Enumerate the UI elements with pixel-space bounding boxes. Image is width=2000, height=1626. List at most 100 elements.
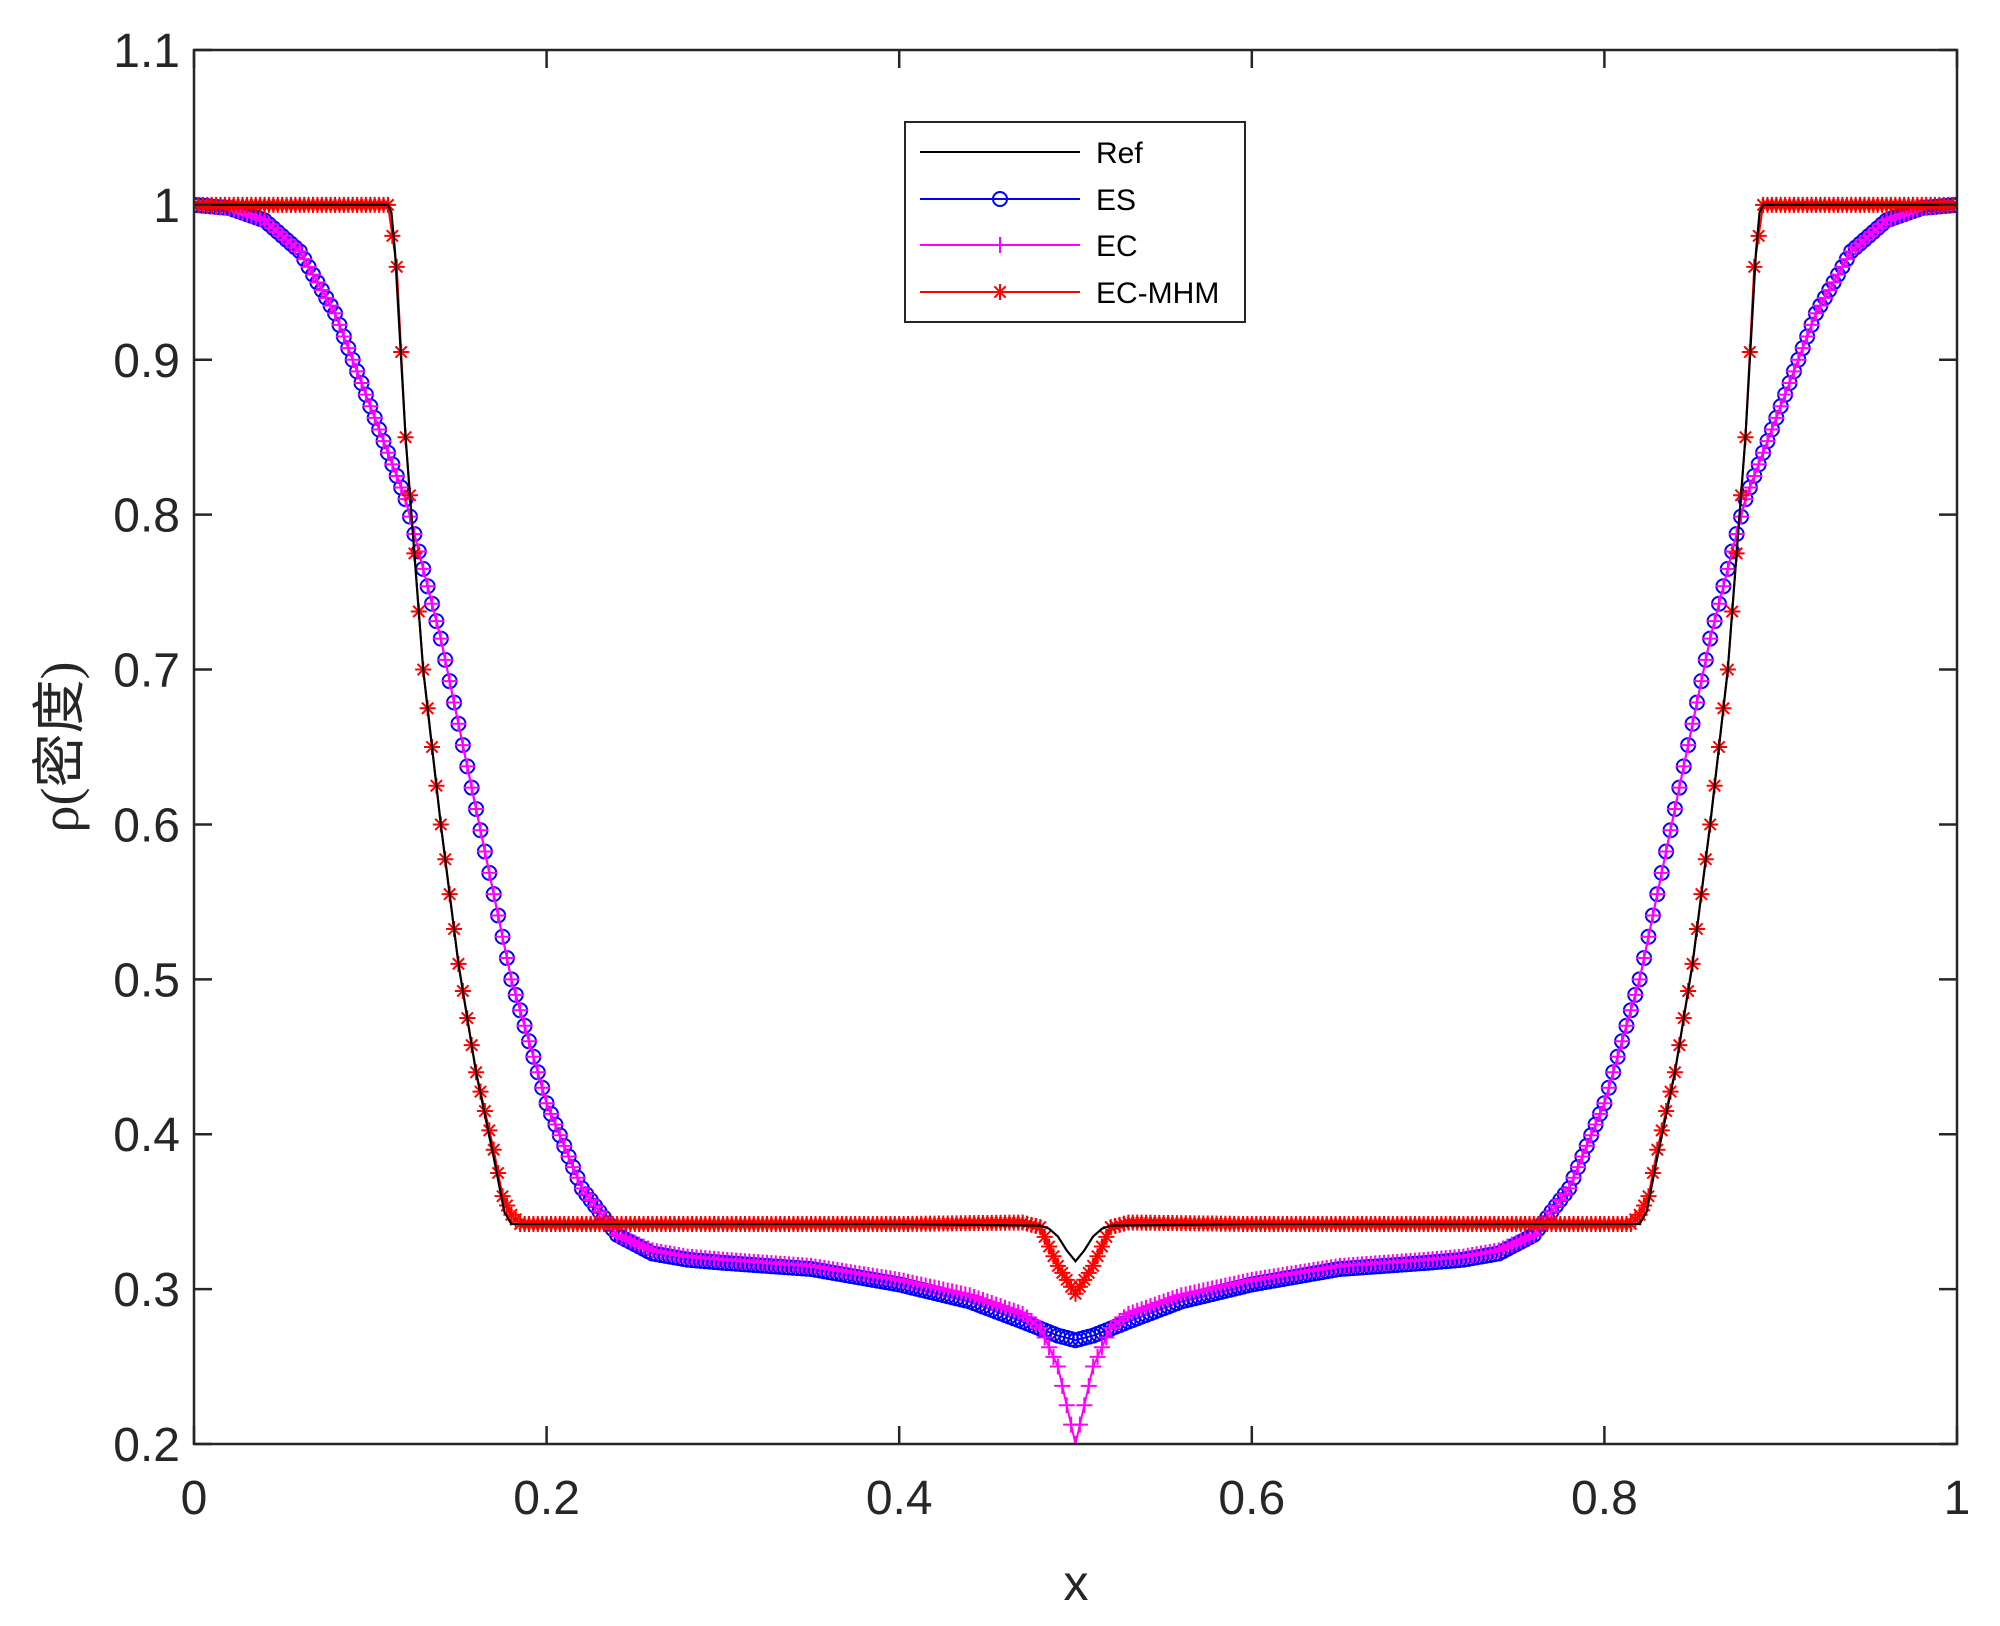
series-marker-ec-mhm bbox=[1649, 1141, 1666, 1158]
series-marker-ec bbox=[1671, 779, 1688, 796]
series-marker-ec bbox=[1680, 737, 1697, 754]
legend-marker-glyph bbox=[992, 284, 1008, 300]
series-marker-ec-mhm bbox=[1085, 1257, 1102, 1274]
series-marker-ec bbox=[503, 971, 520, 988]
tick-layer: 0 0.2 0.4 0.6 0.8 10.20.30.40.50.60.70.80.911… bbox=[113, 25, 1970, 1525]
legend-box bbox=[904, 121, 1246, 323]
series-marker-ec bbox=[520, 1033, 537, 1050]
series-marker-ec-mhm bbox=[1045, 1248, 1062, 1265]
y-tick-label: 0.5 bbox=[113, 954, 180, 1007]
series-marker-ec bbox=[371, 421, 388, 438]
y-tick-label: 0.7 bbox=[113, 645, 180, 698]
series-marker-ec bbox=[1578, 1137, 1595, 1154]
x-tick-label: 1 bbox=[1944, 1472, 1971, 1525]
series-marker-ec bbox=[1781, 375, 1798, 392]
series-marker-ec-mhm bbox=[1019, 1215, 1036, 1232]
series-marker-ec-mhm bbox=[1036, 1228, 1053, 1245]
series-marker-ec bbox=[481, 864, 498, 881]
series-marker-ec bbox=[1750, 456, 1767, 473]
legend-label-ec: EC bbox=[1096, 230, 1138, 263]
series-marker-ec bbox=[454, 737, 471, 754]
series-marker-ec bbox=[1741, 479, 1758, 496]
series-marker-ec bbox=[366, 409, 383, 426]
series-marker-ec bbox=[1067, 1436, 1084, 1444]
series-marker-ec-mhm bbox=[1093, 1238, 1110, 1255]
series-marker-ec-mhm bbox=[1115, 1215, 1132, 1232]
series-marker-ec bbox=[357, 386, 374, 403]
x-tick-label: 0 bbox=[181, 1472, 208, 1525]
legend-marker-ec bbox=[992, 237, 1008, 253]
series-marker-ec bbox=[1666, 800, 1683, 817]
series-marker-ec bbox=[393, 479, 410, 496]
series-marker-ec bbox=[1702, 630, 1719, 647]
x-tick-label: 0.2 bbox=[513, 1472, 580, 1525]
series-marker-ec bbox=[1089, 1348, 1106, 1365]
series-marker-ec bbox=[1587, 1116, 1604, 1133]
series-marker-ec bbox=[349, 363, 366, 380]
series-marker-ec-mhm bbox=[1636, 1197, 1653, 1214]
legend-entry-ref: Ref bbox=[920, 137, 1143, 170]
series-marker-ec-mhm bbox=[384, 227, 401, 244]
series-marker-ec bbox=[375, 433, 392, 450]
series-marker-ec bbox=[1777, 386, 1794, 403]
series-marker-ec bbox=[569, 1169, 586, 1186]
series-marker-ec bbox=[551, 1127, 568, 1144]
series-marker-ec bbox=[1785, 363, 1802, 380]
series-marker-ec bbox=[459, 758, 476, 775]
series-marker-ec bbox=[556, 1137, 573, 1154]
series-marker-ec-mhm bbox=[1644, 1164, 1661, 1181]
series-marker-ec bbox=[1561, 1180, 1578, 1197]
series-marker-ec bbox=[441, 673, 458, 690]
series-marker-ec bbox=[490, 907, 507, 924]
series-marker-ec-mhm bbox=[1071, 1278, 1088, 1295]
series-marker-ec bbox=[1631, 971, 1648, 988]
series-marker-ec bbox=[463, 779, 480, 796]
series-marker-ec bbox=[1591, 1105, 1608, 1122]
series-marker-ec bbox=[1733, 508, 1750, 525]
series-marker-ec-mhm bbox=[485, 1141, 502, 1158]
series-marker-ec-mhm bbox=[1640, 1188, 1657, 1205]
series-marker-ec bbox=[1565, 1169, 1582, 1186]
series-marker-ec bbox=[1622, 1002, 1639, 1019]
series-marker-ec bbox=[1036, 1329, 1053, 1346]
series-marker-ec bbox=[1636, 950, 1653, 967]
series-marker-ec bbox=[1715, 578, 1732, 595]
y-axis-label: ρ(密度) bbox=[30, 662, 90, 833]
series-marker-ec bbox=[1706, 613, 1723, 630]
series-marker-ec-mhm bbox=[1067, 1285, 1084, 1302]
legend: Ref ES EC EC-MHM bbox=[904, 121, 1246, 323]
y-tick-label: 1 bbox=[153, 180, 180, 233]
series-marker-ec bbox=[1058, 1397, 1075, 1414]
x-tick-label: 0.4 bbox=[866, 1472, 933, 1525]
series-marker-ec bbox=[362, 398, 379, 415]
series-marker-ec bbox=[1583, 1127, 1600, 1144]
series-marker-ec bbox=[1071, 1416, 1088, 1433]
series-layer bbox=[194, 196, 1957, 1444]
series-marker-ec bbox=[1085, 1358, 1102, 1375]
series-marker-ec bbox=[534, 1079, 551, 1096]
series-marker-ec bbox=[1618, 1017, 1635, 1034]
series-marker-ec bbox=[1569, 1159, 1586, 1176]
legend-entry-ec-mhm: EC-MHM bbox=[920, 277, 1219, 310]
series-marker-ec bbox=[1768, 409, 1785, 426]
series-marker-ec bbox=[331, 316, 348, 333]
legend-entry-ec: EC bbox=[920, 230, 1138, 263]
series-marker-ec bbox=[424, 595, 441, 612]
legend-label-ref: Ref bbox=[1096, 137, 1143, 170]
series-marker-ec bbox=[1098, 1329, 1115, 1346]
series-marker-ec bbox=[379, 444, 396, 461]
series-marker-ec-mhm bbox=[1089, 1248, 1106, 1265]
series-marker-ec bbox=[1605, 1064, 1622, 1081]
series-marker-ec bbox=[1045, 1348, 1062, 1365]
series-marker-ec bbox=[1772, 398, 1789, 415]
series-marker-ec-mhm bbox=[494, 1188, 511, 1205]
series-marker-ec bbox=[1609, 1048, 1626, 1065]
series-marker-ec-mhm bbox=[1631, 1206, 1648, 1223]
series-ref bbox=[194, 203, 1957, 1263]
series-marker-ec bbox=[1662, 822, 1679, 839]
series-marker-ec bbox=[1049, 1358, 1066, 1375]
series-marker-ec bbox=[1719, 560, 1736, 577]
series-marker-ec bbox=[1054, 1377, 1071, 1394]
series-marker-ec-mhm bbox=[1041, 1238, 1058, 1255]
